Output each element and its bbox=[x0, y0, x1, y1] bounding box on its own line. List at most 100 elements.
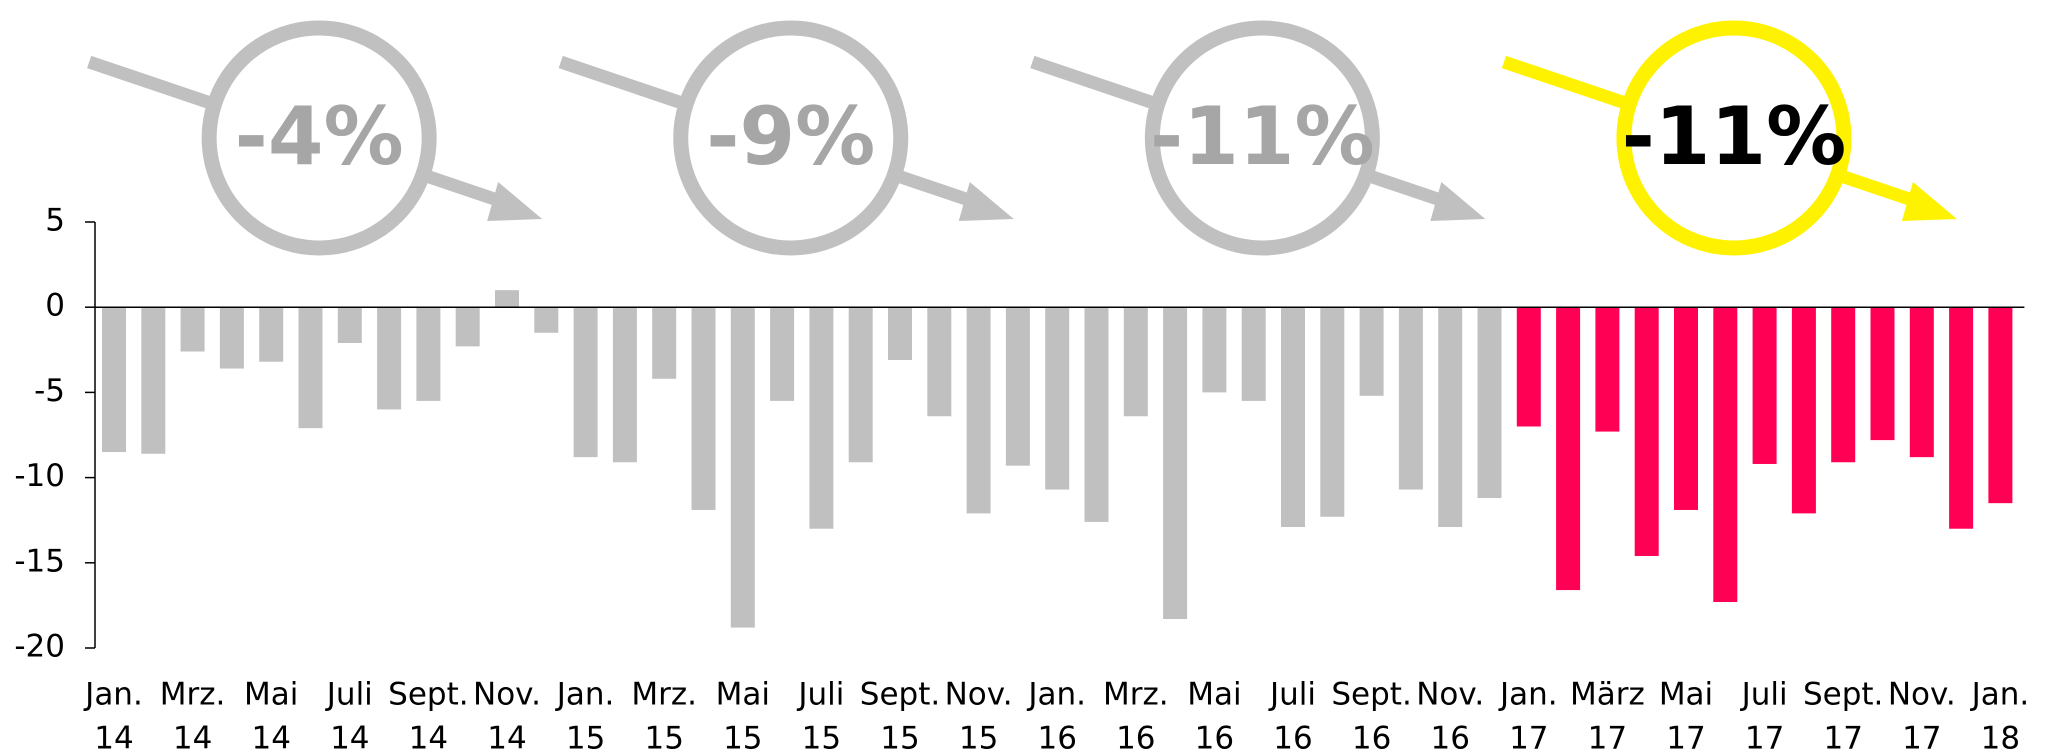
x-tick-label: Mrz. bbox=[1103, 677, 1169, 713]
x-tick-label-year: 17 bbox=[1902, 721, 1941, 755]
bar bbox=[1438, 307, 1463, 528]
bar bbox=[1870, 307, 1895, 441]
bar bbox=[337, 307, 362, 343]
bar bbox=[1005, 307, 1030, 466]
x-tick-label: Mai bbox=[1659, 677, 1713, 713]
bar bbox=[1359, 307, 1384, 396]
y-tick-label: 5 bbox=[45, 203, 65, 239]
bar bbox=[691, 307, 716, 510]
bar bbox=[770, 307, 795, 401]
trend-label: -11% bbox=[1150, 90, 1375, 183]
bar bbox=[1595, 307, 1620, 432]
bar bbox=[809, 307, 834, 529]
x-tick-label-year: 16 bbox=[1195, 721, 1234, 755]
x-tick-label-year: 16 bbox=[1273, 721, 1312, 755]
trend-circle bbox=[673, 20, 909, 256]
x-tick-label: Mrz. bbox=[631, 677, 697, 713]
x-tick-label: Nov. bbox=[945, 677, 1013, 713]
trend-label: -9% bbox=[706, 90, 875, 183]
x-tick-label: Nov. bbox=[1888, 677, 1956, 713]
bar bbox=[1791, 307, 1816, 514]
bar bbox=[455, 307, 480, 347]
bar bbox=[1163, 307, 1188, 620]
x-tick-label: März bbox=[1570, 677, 1645, 713]
x-tick-label: Mrz. bbox=[160, 677, 226, 713]
bar bbox=[1674, 307, 1698, 510]
bar bbox=[1713, 307, 1738, 602]
x-tick-label: Jan. bbox=[555, 677, 615, 713]
x-tick-label-year: 17 bbox=[1823, 721, 1862, 755]
bar bbox=[1988, 307, 2013, 504]
x-tick-label: Jan. bbox=[1026, 677, 1086, 713]
x-tick-label: Juli bbox=[1740, 677, 1788, 713]
x-tick-label-year: 17 bbox=[1509, 721, 1548, 755]
y-tick-label: -15 bbox=[14, 543, 65, 579]
bar bbox=[1123, 307, 1148, 417]
x-tick-label-year: 15 bbox=[723, 721, 762, 755]
x-tick-label-year: 17 bbox=[1745, 721, 1784, 755]
trend-circle bbox=[1616, 20, 1852, 256]
x-tick-label: Juli bbox=[1268, 677, 1316, 713]
x-tick-label-year: 14 bbox=[330, 721, 369, 755]
x-tick-label-year: 15 bbox=[959, 721, 998, 755]
x-tick-label-year: 17 bbox=[1588, 721, 1627, 755]
trend-arrow-head bbox=[1901, 182, 1957, 221]
x-tick-label-year: 17 bbox=[1666, 721, 1705, 755]
x-tick-label: Mai bbox=[244, 677, 298, 713]
bar bbox=[141, 307, 166, 454]
trend-arrow-head bbox=[487, 182, 543, 221]
bar bbox=[1045, 307, 1070, 490]
bar bbox=[1398, 307, 1423, 490]
bar bbox=[730, 307, 755, 628]
x-tick-label: Jan. bbox=[1498, 677, 1558, 713]
x-tick-label: Juli bbox=[796, 677, 844, 713]
x-tick-label-year: 15 bbox=[644, 721, 683, 755]
bar bbox=[219, 307, 244, 369]
bar bbox=[652, 307, 677, 379]
x-tick-label: Nov. bbox=[473, 677, 541, 713]
trend-label: -11% bbox=[1622, 90, 1847, 183]
trend-arrow-head bbox=[958, 182, 1014, 221]
x-tick-label: Jan. bbox=[1970, 677, 2030, 713]
y-tick-label: -10 bbox=[14, 458, 65, 494]
y-tick-label: -5 bbox=[34, 373, 65, 409]
trend-label: -4% bbox=[235, 90, 404, 183]
bar bbox=[1516, 307, 1541, 427]
x-tick-label: Sept. bbox=[1803, 677, 1883, 713]
bar bbox=[573, 307, 598, 458]
bar bbox=[180, 307, 205, 352]
bar bbox=[1949, 307, 1974, 529]
bar bbox=[1320, 307, 1345, 517]
x-tick-label: Jan. bbox=[83, 677, 143, 713]
bar bbox=[1477, 307, 1502, 499]
x-tick-label-year: 14 bbox=[409, 721, 448, 755]
y-tick-label: -20 bbox=[14, 629, 65, 665]
bar bbox=[416, 307, 441, 401]
y-tick-label: 0 bbox=[45, 288, 65, 324]
x-tick-label-year: 14 bbox=[251, 721, 290, 755]
bar bbox=[259, 307, 284, 362]
x-tick-label-year: 15 bbox=[802, 721, 841, 755]
bar bbox=[612, 307, 637, 463]
bar bbox=[927, 307, 952, 417]
x-tick-label: Sept. bbox=[388, 677, 468, 713]
x-tick-label-year: 14 bbox=[487, 721, 526, 755]
x-tick-label: Sept. bbox=[860, 677, 940, 713]
bar bbox=[1556, 307, 1581, 591]
x-tick-label: Juli bbox=[325, 677, 373, 713]
bar bbox=[1831, 307, 1856, 463]
bar bbox=[1202, 307, 1227, 393]
bar bbox=[495, 290, 519, 308]
x-tick-label: Mai bbox=[1187, 677, 1241, 713]
x-tick-label-year: 14 bbox=[173, 721, 212, 755]
bar bbox=[534, 307, 559, 333]
bar bbox=[848, 307, 873, 463]
bar bbox=[888, 307, 912, 361]
x-tick-label: Nov. bbox=[1416, 677, 1484, 713]
bar bbox=[1281, 307, 1305, 528]
x-tick-label-year: 16 bbox=[1352, 721, 1391, 755]
x-tick-label-year: 16 bbox=[1037, 721, 1076, 755]
bar bbox=[1241, 307, 1266, 401]
x-tick-label-year: 14 bbox=[94, 721, 133, 755]
